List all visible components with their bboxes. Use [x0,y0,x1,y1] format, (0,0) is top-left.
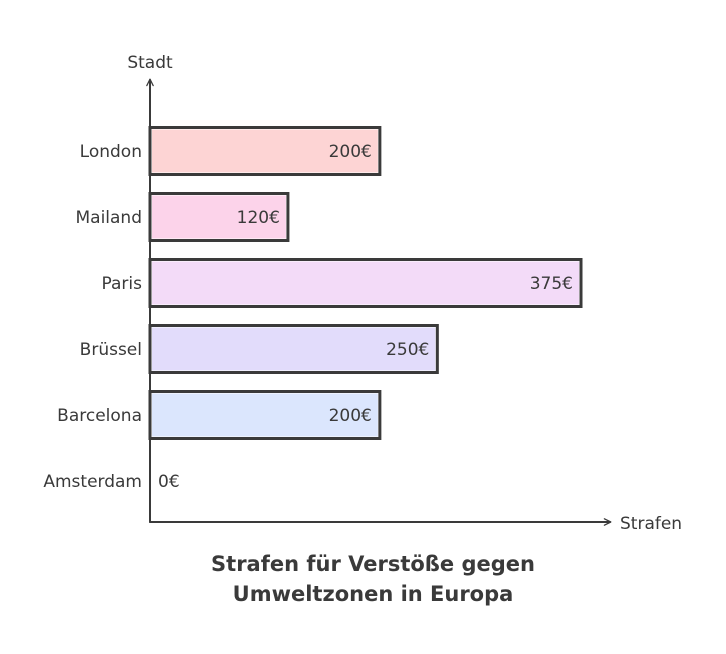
value-label-paris: 375€ [530,274,573,294]
bar-fill-paris [152,261,579,305]
category-label-paris: Paris [102,274,143,294]
category-label-amsterdam: Amsterdam [43,472,142,492]
category-label-london: London [80,142,142,162]
bar-fill-london [152,129,378,173]
x-axis-title: Strafen [620,514,682,534]
value-label-amsterdam: 0€ [158,472,180,492]
value-label-barcelona: 200€ [329,406,372,426]
y-axis-title: Stadt [127,53,173,73]
bars-group: London 200€ Mailand 120€ Paris 375€ Brüssel 250… [43,126,583,492]
bar-fill-mailand [152,195,286,239]
category-label-barcelona: Barcelona [57,406,142,426]
value-label-mailand: 120€ [237,208,280,228]
category-label-mailand: Mailand [75,208,142,228]
category-label-br-ssel: Brüssel [80,340,142,360]
bar-fill-barcelona [152,393,378,437]
value-label-br-ssel: 250€ [386,340,429,360]
value-label-london: 200€ [329,142,372,162]
bar-fill-br-ssel [152,327,436,371]
chart-title-line-1: Strafen für Verstöße gegen [211,552,535,576]
chart-title-line-2: Umweltzonen in Europa [233,582,514,606]
